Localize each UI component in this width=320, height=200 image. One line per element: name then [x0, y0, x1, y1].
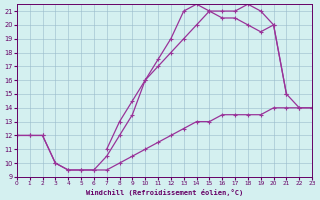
X-axis label: Windchill (Refroidissement éolien,°C): Windchill (Refroidissement éolien,°C)	[86, 189, 243, 196]
